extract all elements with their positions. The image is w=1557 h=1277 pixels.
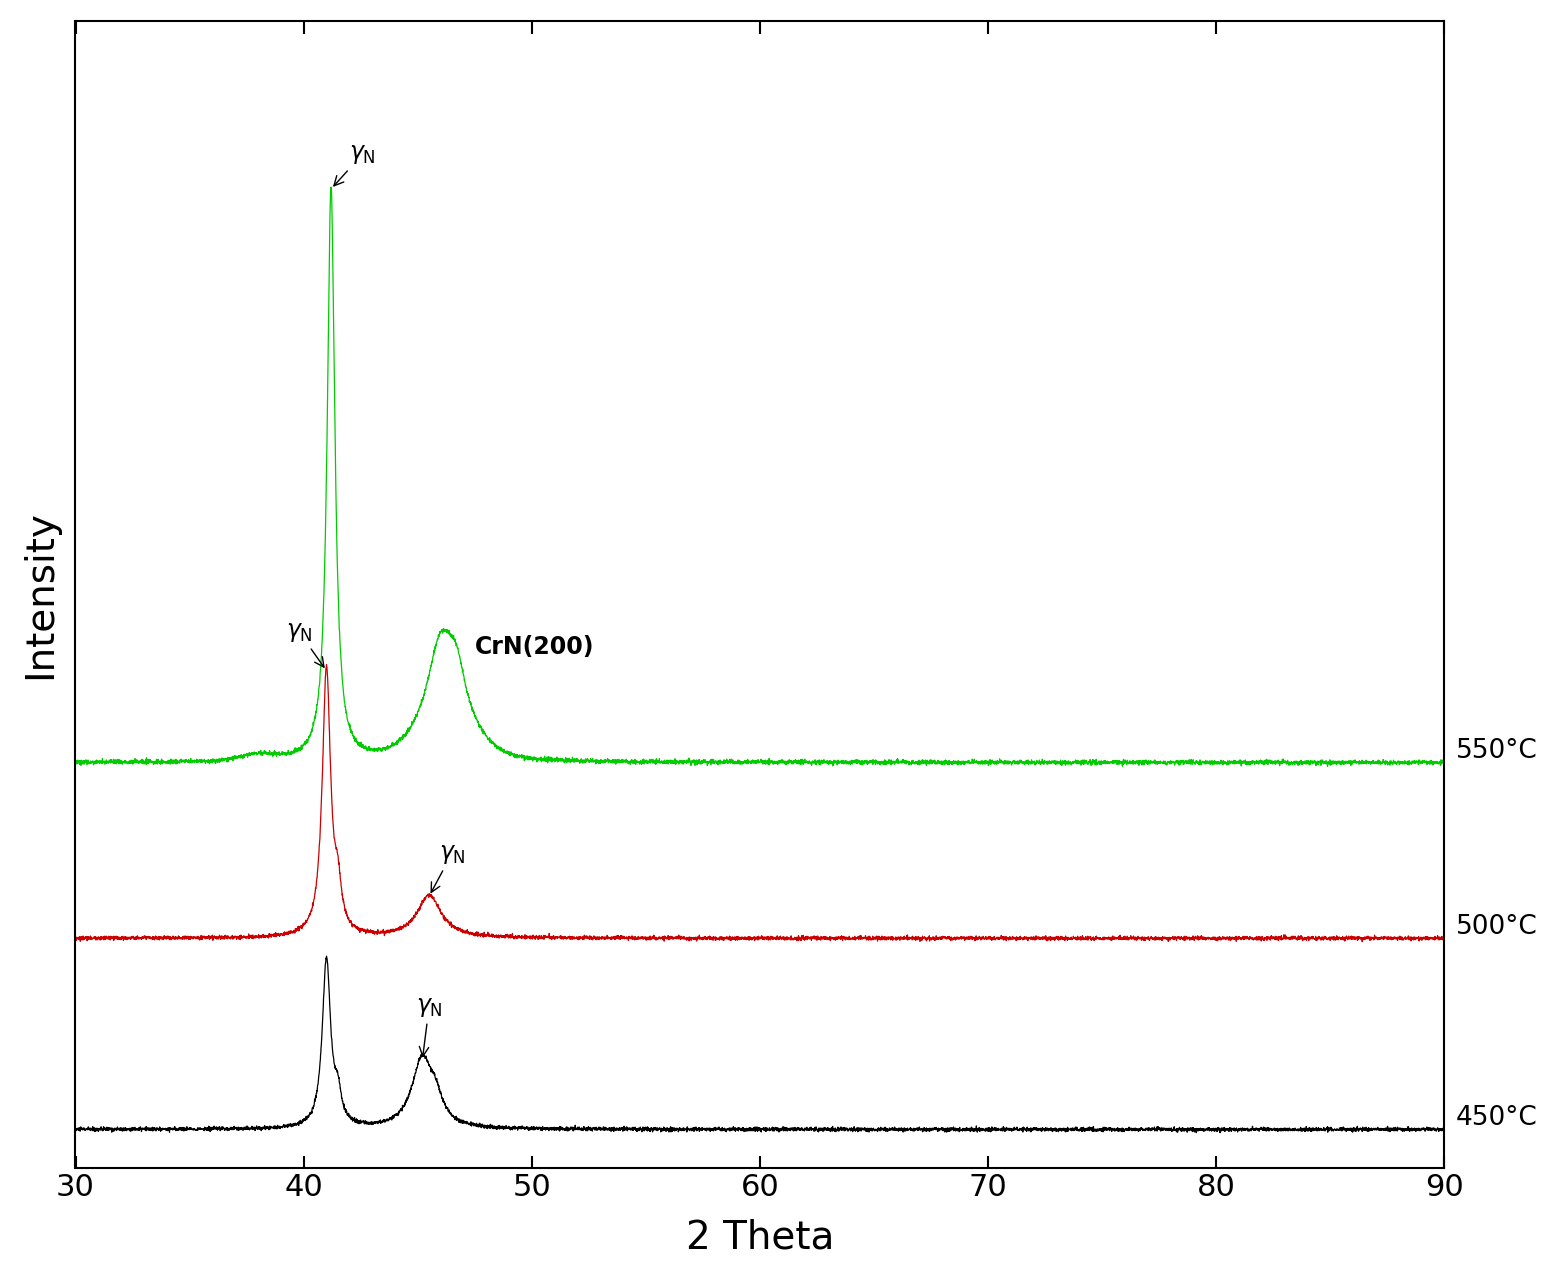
Text: 550°C: 550°C <box>1456 738 1537 764</box>
Text: $\gamma_\mathrm{N}$: $\gamma_\mathrm{N}$ <box>431 842 466 893</box>
X-axis label: 2 Theta: 2 Theta <box>685 1218 835 1257</box>
Text: $\gamma_\mathrm{N}$: $\gamma_\mathrm{N}$ <box>286 619 324 667</box>
Text: 500°C: 500°C <box>1456 914 1537 940</box>
Text: 450°C: 450°C <box>1456 1105 1537 1131</box>
Text: $\gamma_\mathrm{N}$: $\gamma_\mathrm{N}$ <box>333 142 375 186</box>
Text: CrN(200): CrN(200) <box>475 635 595 659</box>
Text: $\gamma_\mathrm{N}$: $\gamma_\mathrm{N}$ <box>416 995 442 1056</box>
Y-axis label: Intensity: Intensity <box>20 510 59 678</box>
